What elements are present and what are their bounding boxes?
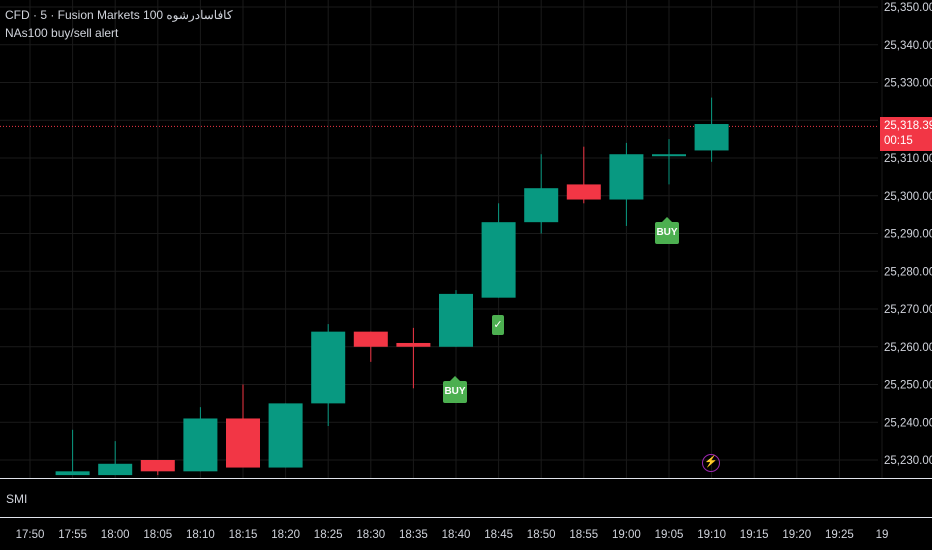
candle-body — [353, 331, 388, 347]
time-axis-label: 18:50 — [527, 529, 556, 541]
buy-signal-marker[interactable]: BUY — [655, 217, 679, 244]
price-axis-label: 25,340.00 — [884, 40, 932, 52]
candle-body — [268, 403, 303, 468]
candle-body — [140, 460, 175, 472]
candle-body — [652, 154, 686, 157]
time-axis-label: 18:45 — [484, 529, 513, 541]
time-axis-label: 18:30 — [356, 529, 385, 541]
last-price-value: 25,318.39 — [884, 120, 932, 132]
candle-body — [566, 184, 601, 200]
time-axis-label: 17:50 — [16, 529, 45, 541]
time-axis-label: 18:15 — [229, 529, 258, 541]
last-price-tag: 25,318.39 00:15 — [880, 117, 932, 151]
candle-body — [524, 188, 559, 223]
smi-pane-label[interactable]: SMI — [6, 492, 28, 506]
time-axis-label: 19:20 — [782, 529, 811, 541]
time-axis-label: 18:05 — [143, 529, 172, 541]
price-axis-label: 25,330.00 — [884, 78, 932, 90]
candle-body — [439, 293, 473, 347]
time-axis-label: 19:05 — [655, 529, 684, 541]
time-axis-label: 18:35 — [399, 529, 428, 541]
time-axis-label: 18:00 — [101, 529, 130, 541]
time-axis-label: 17:55 — [58, 529, 87, 541]
candle-body — [98, 463, 133, 476]
bar-countdown: 00:15 — [884, 135, 913, 147]
price-axis-label: 25,260.00 — [884, 342, 932, 354]
candle-body — [183, 418, 218, 472]
time-axis-label: 18:25 — [314, 529, 343, 541]
time-axis-label: 19:15 — [740, 529, 769, 541]
time-axis-label: 19 — [876, 529, 889, 541]
price-axis-label: 25,230.00 — [884, 455, 932, 467]
time-axis-label: 19:25 — [825, 529, 854, 541]
price-axis-label: 25,270.00 — [884, 304, 932, 316]
price-axis-label: 25,280.00 — [884, 266, 932, 278]
time-axis-background — [0, 518, 932, 550]
time-axis-label: 19:10 — [697, 529, 726, 541]
indicator-title[interactable]: NAs100 buy/sell alert — [5, 26, 119, 40]
price-axis-label: 25,290.00 — [884, 229, 932, 241]
candle-body — [481, 222, 516, 298]
candle-body — [694, 124, 729, 151]
candle-body — [609, 154, 644, 200]
price-axis-label: 25,250.00 — [884, 380, 932, 392]
price-axis-label: 25,310.00 — [884, 153, 932, 165]
check-signal-marker[interactable]: ✓ — [492, 315, 504, 335]
candle-body — [311, 331, 346, 404]
symbol-title[interactable]: CFD · 5 · Fusion Markets 100 ﻛﺎﻓﺎﺳﺎﺩﺭﺷﻮﻩ — [5, 8, 233, 22]
candle-body — [226, 418, 260, 468]
price-axis-label: 25,350.00 — [884, 2, 932, 14]
time-axis-label: 19:00 — [612, 529, 641, 541]
price-axis-label: 25,300.00 — [884, 191, 932, 203]
chart-legend: CFD · 5 · Fusion Markets 100 ﻛﺎﻓﺎﺳﺎﺩﺭﺷﻮﻩ… — [5, 6, 233, 42]
price-axis-label: 25,240.00 — [884, 417, 932, 429]
candle-body — [55, 471, 90, 476]
time-axis-label: 18:40 — [442, 529, 471, 541]
time-axis-label: 18:55 — [569, 529, 598, 541]
buy-signal-marker[interactable]: BUY — [443, 376, 467, 403]
alert-lightning-icon[interactable]: ⚡ — [702, 454, 720, 472]
candle-body — [396, 342, 431, 347]
time-axis-label: 18:10 — [186, 529, 215, 541]
time-axis-label: 18:20 — [271, 529, 300, 541]
